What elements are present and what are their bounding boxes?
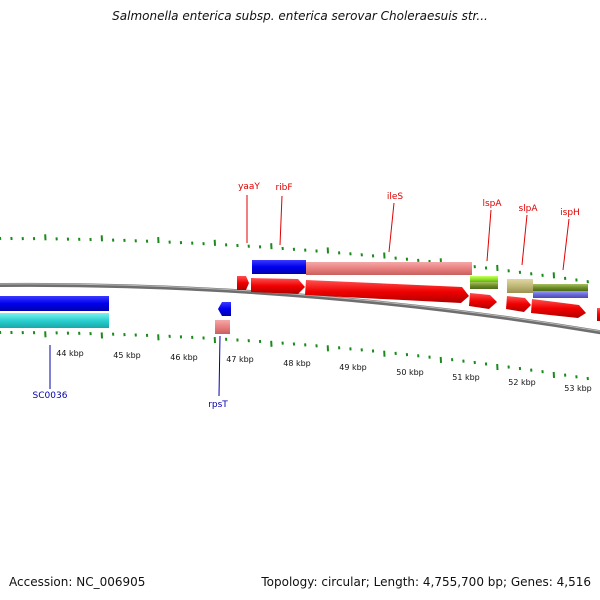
gene-lime-block[interactable] (470, 276, 498, 283)
gene-pink-rpsT[interactable] (215, 320, 230, 334)
genome-summary-text: Topology: circular; Length: 4,755,700 bp… (261, 575, 591, 589)
gene-label-ileS[interactable]: ileS (387, 192, 404, 202)
kbp-label: 46 kbp (170, 353, 198, 362)
kbp-label: 49 kbp (339, 363, 367, 372)
kbp-label: 48 kbp (283, 359, 311, 368)
gene-lavender-block[interactable] (533, 291, 588, 298)
gene-label-SC0036[interactable]: SC0036 (33, 391, 68, 401)
top-tick-track (0, 234, 589, 284)
kbp-scale-labels: 44 kbp 45 kbp 46 kbp 47 kbp 48 kbp 49 kb… (56, 349, 592, 393)
gene-arrow-rpsT[interactable] (218, 302, 231, 316)
forward-strand-genes (237, 260, 600, 321)
gene-blue-top[interactable] (252, 260, 306, 274)
reverse-strand-genes (0, 296, 231, 334)
gene-blue-left[interactable] (0, 296, 109, 311)
gene-label-ribF[interactable]: ribF (275, 183, 292, 193)
gene-arrow-edge[interactable] (597, 308, 600, 321)
gene-arrow-ribF[interactable] (251, 278, 305, 294)
gene-khaki-block[interactable] (507, 279, 533, 293)
gene-cyan-left[interactable] (0, 313, 109, 328)
accession-text: Accession: NC_006905 (9, 575, 146, 589)
gene-arrow-ispH[interactable] (531, 299, 586, 318)
gene-arrow-lspA[interactable] (469, 293, 497, 309)
gene-olive-block-2[interactable] (533, 284, 588, 291)
label-leaders (49, 195, 570, 397)
gene-label-ispH[interactable]: ispH (560, 208, 580, 218)
backbone-highlight (0, 283, 600, 332)
bottom-gene-labels: SC0036 rpsT (33, 391, 229, 410)
backbone-line (0, 282, 600, 335)
kbp-label: 51 kbp (452, 373, 480, 382)
gene-ileS-block[interactable] (306, 262, 472, 275)
gene-label-rpsT[interactable]: rpsT (208, 400, 228, 410)
gene-label-lspA[interactable]: lspA (482, 199, 502, 209)
kbp-label: 47 kbp (226, 355, 254, 364)
kbp-label: 50 kbp (396, 368, 424, 377)
kbp-label: 52 kbp (508, 378, 536, 387)
kbp-label: 53 kbp (564, 384, 592, 393)
top-gene-labels: yaaY ribF ileS lspA slpA ispH (238, 182, 580, 218)
kbp-label: 45 kbp (113, 351, 141, 360)
map-title: Salmonella enterica subsp. enterica sero… (112, 9, 488, 23)
kbp-label: 44 kbp (56, 349, 84, 358)
gene-arrow-yaaY[interactable] (237, 276, 249, 290)
gene-arrow-slpA[interactable] (506, 296, 531, 312)
bottom-tick-track (0, 330, 589, 381)
gene-label-slpA[interactable]: slpA (518, 204, 538, 214)
gene-arrow-ileS[interactable] (305, 280, 469, 303)
gene-label-yaaY[interactable]: yaaY (238, 182, 260, 192)
gene-olive-block[interactable] (470, 282, 498, 289)
